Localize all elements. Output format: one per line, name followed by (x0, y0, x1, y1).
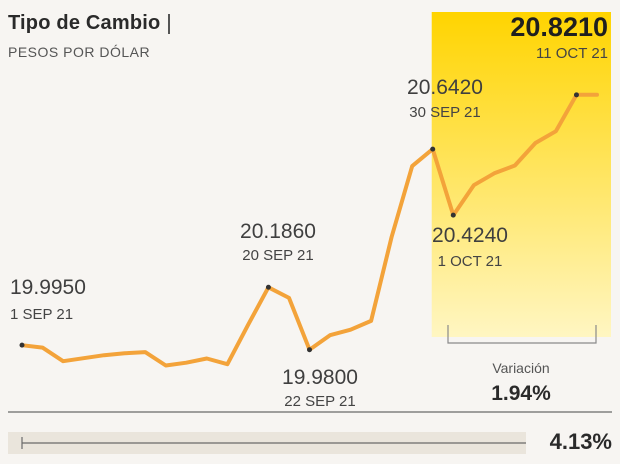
chart-title: Tipo de Cambio (8, 12, 161, 34)
footer-rule (21, 437, 526, 449)
title-divider (168, 13, 170, 34)
highlight-band (431, 12, 611, 337)
chart-subtitle: PESOS POR DÓLAR (8, 44, 151, 60)
variation-value: 1.94% (491, 382, 551, 405)
data-label-date: 11 OCT 21 (536, 45, 608, 62)
data-label-date: 30 SEP 21 (409, 104, 480, 121)
footer-value: 4.13% (549, 429, 612, 454)
data-point-marker (430, 146, 436, 152)
data-label-value: 20.1860 (240, 220, 316, 243)
data-label-value: 19.9950 (10, 276, 86, 299)
data-point-marker (19, 342, 25, 348)
data-label-value: 19.9800 (282, 366, 358, 389)
variation-bracket (447, 325, 597, 344)
title-row: Tipo de Cambio (8, 12, 170, 35)
data-point-marker (307, 347, 312, 353)
data-point-marker (265, 284, 271, 290)
data-label-value: 20.6420 (407, 76, 483, 99)
data-point-marker (450, 212, 456, 218)
data-label-date: 1 SEP 21 (10, 306, 73, 323)
data-label-value: 20.8210 (510, 12, 608, 42)
data-point-marker (573, 92, 579, 98)
data-label-date: 20 SEP 21 (242, 247, 313, 264)
data-label-value: 20.4240 (432, 224, 508, 247)
variation-label: Variación (492, 360, 550, 376)
data-label-date: 22 SEP 21 (284, 393, 355, 410)
footer-track (8, 432, 526, 454)
data-label-date: 1 OCT 21 (438, 253, 503, 270)
